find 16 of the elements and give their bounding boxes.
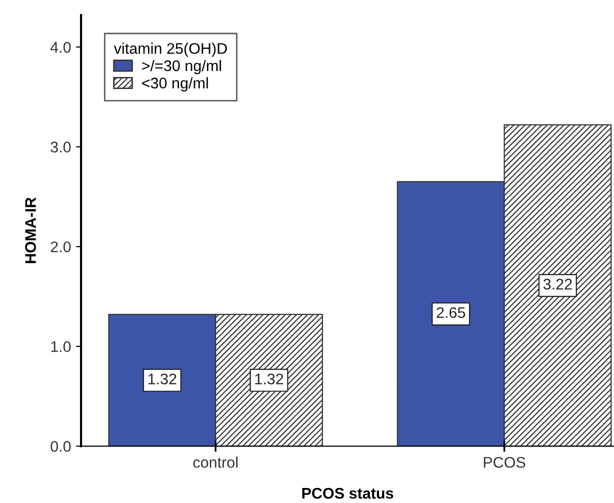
data-label: 3.22 — [543, 278, 572, 290]
x-axis-title: PCOS status — [302, 488, 394, 499]
data-label: 1.32 — [148, 374, 176, 384]
y-tick-label: 4.0 — [50, 42, 71, 53]
y-tick-label: 3.0 — [50, 142, 71, 152]
y-tick-label: 1.0 — [51, 341, 71, 352]
y-tick-label: 0.0 — [50, 441, 71, 452]
data-label: 1.32 — [255, 374, 284, 384]
legend-label: <30 ng/ml — [142, 77, 208, 92]
x-tick-label: control — [193, 456, 238, 468]
x-tick-label: PCOS — [484, 456, 526, 468]
y-axis-title: HOMA-IR — [25, 197, 36, 264]
legend-label: >/=30 ng/ml — [142, 60, 222, 74]
y-tick-label: 2.0 — [50, 241, 71, 252]
legend-title: vitamin 25(OH)D — [114, 42, 227, 57]
data-label: 2.65 — [436, 307, 466, 318]
